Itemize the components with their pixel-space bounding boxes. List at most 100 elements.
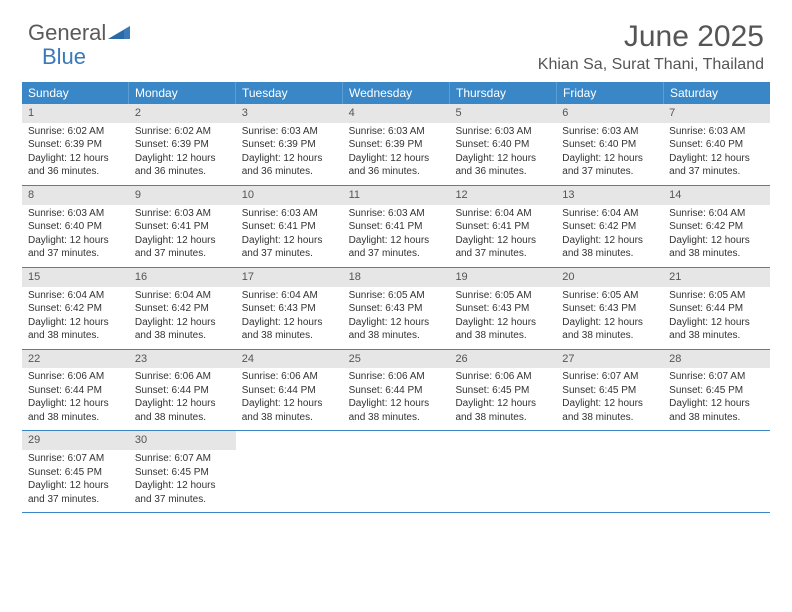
daylight-line: Daylight: 12 hours and 37 minutes. bbox=[28, 234, 123, 261]
sunset-line: Sunset: 6:41 PM bbox=[349, 220, 444, 234]
day-cell: 5Sunrise: 6:03 AMSunset: 6:40 PMDaylight… bbox=[449, 104, 556, 185]
daylight-line: Daylight: 12 hours and 38 minutes. bbox=[28, 316, 123, 343]
logo-accent-text: Blue bbox=[42, 44, 86, 70]
day-body: Sunrise: 6:04 AMSunset: 6:41 PMDaylight:… bbox=[449, 205, 556, 267]
day-body: Sunrise: 6:03 AMSunset: 6:41 PMDaylight:… bbox=[343, 205, 450, 267]
calendar: SundayMondayTuesdayWednesdayThursdayFrid… bbox=[0, 82, 792, 513]
daylight-line: Daylight: 12 hours and 37 minutes. bbox=[135, 234, 230, 261]
week-row: 1Sunrise: 6:02 AMSunset: 6:39 PMDaylight… bbox=[22, 104, 770, 186]
day-body: Sunrise: 6:03 AMSunset: 6:40 PMDaylight:… bbox=[663, 123, 770, 185]
day-number: 10 bbox=[236, 186, 343, 205]
day-cell: 21Sunrise: 6:05 AMSunset: 6:44 PMDayligh… bbox=[663, 268, 770, 349]
sunset-line: Sunset: 6:39 PM bbox=[28, 138, 123, 152]
daylight-line: Daylight: 12 hours and 36 minutes. bbox=[349, 152, 444, 179]
day-header: Saturday bbox=[664, 82, 770, 104]
day-body: Sunrise: 6:03 AMSunset: 6:41 PMDaylight:… bbox=[236, 205, 343, 267]
sunrise-line: Sunrise: 6:07 AM bbox=[135, 452, 230, 466]
sunrise-line: Sunrise: 6:03 AM bbox=[242, 207, 337, 221]
sunset-line: Sunset: 6:40 PM bbox=[455, 138, 550, 152]
sunset-line: Sunset: 6:40 PM bbox=[669, 138, 764, 152]
daylight-line: Daylight: 12 hours and 37 minutes. bbox=[349, 234, 444, 261]
day-body: Sunrise: 6:05 AMSunset: 6:43 PMDaylight:… bbox=[343, 287, 450, 349]
sunrise-line: Sunrise: 6:04 AM bbox=[562, 207, 657, 221]
day-number: 27 bbox=[556, 350, 663, 369]
day-body: Sunrise: 6:02 AMSunset: 6:39 PMDaylight:… bbox=[22, 123, 129, 185]
sunrise-line: Sunrise: 6:03 AM bbox=[669, 125, 764, 139]
daylight-line: Daylight: 12 hours and 38 minutes. bbox=[349, 397, 444, 424]
daylight-line: Daylight: 12 hours and 36 minutes. bbox=[28, 152, 123, 179]
sunrise-line: Sunrise: 6:06 AM bbox=[135, 370, 230, 384]
day-header: Monday bbox=[129, 82, 236, 104]
day-cell: .. bbox=[556, 431, 663, 512]
daylight-line: Daylight: 12 hours and 37 minutes. bbox=[455, 234, 550, 261]
day-cell: 18Sunrise: 6:05 AMSunset: 6:43 PMDayligh… bbox=[343, 268, 450, 349]
day-cell: .. bbox=[449, 431, 556, 512]
day-body: Sunrise: 6:06 AMSunset: 6:44 PMDaylight:… bbox=[236, 368, 343, 430]
day-cell: 29Sunrise: 6:07 AMSunset: 6:45 PMDayligh… bbox=[22, 431, 129, 512]
day-cell: 6Sunrise: 6:03 AMSunset: 6:40 PMDaylight… bbox=[556, 104, 663, 185]
sunset-line: Sunset: 6:44 PM bbox=[135, 384, 230, 398]
day-number: 20 bbox=[556, 268, 663, 287]
day-cell: 1Sunrise: 6:02 AMSunset: 6:39 PMDaylight… bbox=[22, 104, 129, 185]
sunrise-line: Sunrise: 6:03 AM bbox=[135, 207, 230, 221]
logo-main-text: General bbox=[28, 20, 106, 46]
sunrise-line: Sunrise: 6:04 AM bbox=[135, 289, 230, 303]
day-cell: 9Sunrise: 6:03 AMSunset: 6:41 PMDaylight… bbox=[129, 186, 236, 267]
daylight-line: Daylight: 12 hours and 37 minutes. bbox=[242, 234, 337, 261]
daylight-line: Daylight: 12 hours and 38 minutes. bbox=[28, 397, 123, 424]
sunset-line: Sunset: 6:41 PM bbox=[455, 220, 550, 234]
day-cell: .. bbox=[343, 431, 450, 512]
day-number: 29 bbox=[22, 431, 129, 450]
sunrise-line: Sunrise: 6:05 AM bbox=[562, 289, 657, 303]
day-body: Sunrise: 6:03 AMSunset: 6:41 PMDaylight:… bbox=[129, 205, 236, 267]
day-body: Sunrise: 6:03 AMSunset: 6:40 PMDaylight:… bbox=[22, 205, 129, 267]
day-cell: 17Sunrise: 6:04 AMSunset: 6:43 PMDayligh… bbox=[236, 268, 343, 349]
sunrise-line: Sunrise: 6:02 AM bbox=[28, 125, 123, 139]
day-cell: 16Sunrise: 6:04 AMSunset: 6:42 PMDayligh… bbox=[129, 268, 236, 349]
day-number: 2 bbox=[129, 104, 236, 123]
day-number: 22 bbox=[22, 350, 129, 369]
day-cell: 25Sunrise: 6:06 AMSunset: 6:44 PMDayligh… bbox=[343, 350, 450, 431]
day-body: Sunrise: 6:02 AMSunset: 6:39 PMDaylight:… bbox=[129, 123, 236, 185]
sunrise-line: Sunrise: 6:03 AM bbox=[562, 125, 657, 139]
day-number: 7 bbox=[663, 104, 770, 123]
daylight-line: Daylight: 12 hours and 37 minutes. bbox=[562, 152, 657, 179]
daylight-line: Daylight: 12 hours and 38 minutes. bbox=[669, 234, 764, 261]
day-cell: 30Sunrise: 6:07 AMSunset: 6:45 PMDayligh… bbox=[129, 431, 236, 512]
week-row: 22Sunrise: 6:06 AMSunset: 6:44 PMDayligh… bbox=[22, 350, 770, 432]
sunrise-line: Sunrise: 6:06 AM bbox=[349, 370, 444, 384]
day-number: 18 bbox=[343, 268, 450, 287]
sunrise-line: Sunrise: 6:03 AM bbox=[28, 207, 123, 221]
day-cell: .. bbox=[663, 431, 770, 512]
sunset-line: Sunset: 6:44 PM bbox=[349, 384, 444, 398]
sunset-line: Sunset: 6:43 PM bbox=[455, 302, 550, 316]
daylight-line: Daylight: 12 hours and 38 minutes. bbox=[669, 397, 764, 424]
daylight-line: Daylight: 12 hours and 36 minutes. bbox=[242, 152, 337, 179]
daylight-line: Daylight: 12 hours and 38 minutes. bbox=[349, 316, 444, 343]
location-text: Khian Sa, Surat Thani, Thailand bbox=[538, 56, 764, 74]
day-cell: 13Sunrise: 6:04 AMSunset: 6:42 PMDayligh… bbox=[556, 186, 663, 267]
day-number: 13 bbox=[556, 186, 663, 205]
day-cell: 15Sunrise: 6:04 AMSunset: 6:42 PMDayligh… bbox=[22, 268, 129, 349]
day-cell: 28Sunrise: 6:07 AMSunset: 6:45 PMDayligh… bbox=[663, 350, 770, 431]
day-body: Sunrise: 6:04 AMSunset: 6:42 PMDaylight:… bbox=[22, 287, 129, 349]
day-number: 3 bbox=[236, 104, 343, 123]
day-number: 28 bbox=[663, 350, 770, 369]
day-cell: 10Sunrise: 6:03 AMSunset: 6:41 PMDayligh… bbox=[236, 186, 343, 267]
day-number: 4 bbox=[343, 104, 450, 123]
day-number: 6 bbox=[556, 104, 663, 123]
sunset-line: Sunset: 6:42 PM bbox=[28, 302, 123, 316]
daylight-line: Daylight: 12 hours and 38 minutes. bbox=[135, 397, 230, 424]
week-row: 15Sunrise: 6:04 AMSunset: 6:42 PMDayligh… bbox=[22, 268, 770, 350]
day-cell: .. bbox=[236, 431, 343, 512]
daylight-line: Daylight: 12 hours and 38 minutes. bbox=[455, 316, 550, 343]
daylight-line: Daylight: 12 hours and 36 minutes. bbox=[455, 152, 550, 179]
sunrise-line: Sunrise: 6:04 AM bbox=[28, 289, 123, 303]
sunset-line: Sunset: 6:41 PM bbox=[135, 220, 230, 234]
sunset-line: Sunset: 6:45 PM bbox=[28, 466, 123, 480]
page-header: General June 2025 Khian Sa, Surat Thani,… bbox=[0, 0, 792, 82]
sunset-line: Sunset: 6:42 PM bbox=[669, 220, 764, 234]
day-body: Sunrise: 6:05 AMSunset: 6:43 PMDaylight:… bbox=[556, 287, 663, 349]
day-header: Sunday bbox=[22, 82, 129, 104]
day-number: 15 bbox=[22, 268, 129, 287]
